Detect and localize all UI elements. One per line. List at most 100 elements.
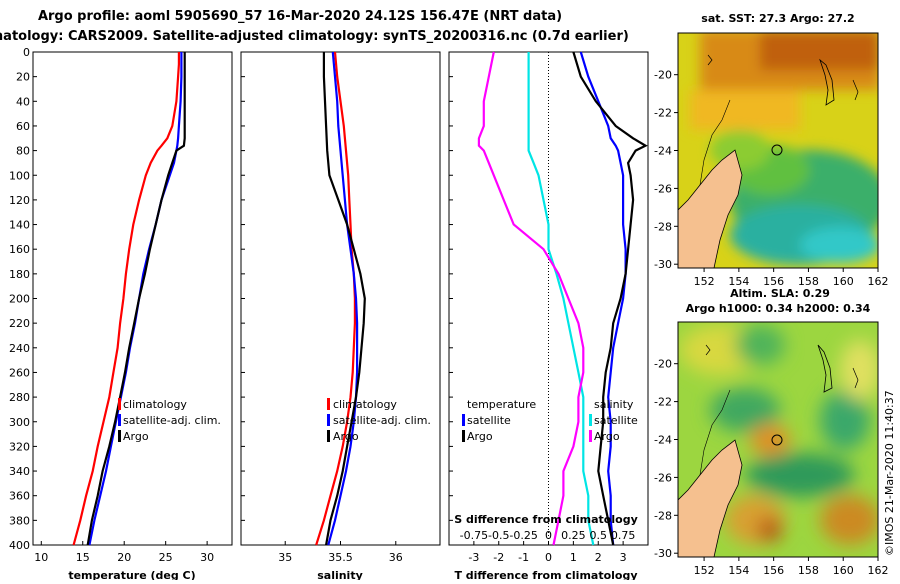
legend-swatch-s-argo: [589, 430, 592, 442]
float-position-marker: [771, 144, 783, 156]
salinity-x-ticks: 35 35.5 36: [278, 541, 403, 564]
legend-swatch-climatology: [118, 398, 121, 410]
sst-map: [678, 33, 878, 268]
depth-tick-label: 100: [9, 169, 30, 182]
temperature-axis-label: temperature (deg C): [68, 569, 195, 580]
x-tick-label: 3: [620, 551, 627, 564]
legend-swatch-t-satellite: [462, 414, 465, 426]
sla-map-y-ticks: -20 -22 -24 -26 -28 -30: [654, 358, 678, 560]
depth-axis: 0 20 40 60 80 100 120 140 160 180 200 220 240 260 280 3…: [9, 46, 453, 552]
lat-tick-label: -24: [654, 434, 672, 447]
series-line-temperature-satellite: [579, 51, 627, 546]
series-line-climatology: [315, 51, 356, 546]
salinity-axis-label: salinity: [317, 569, 363, 580]
legend-swatch-climatology: [327, 398, 330, 410]
s-tick-label: -0.75: [460, 529, 488, 542]
legend-t-satellite: satellite: [467, 414, 511, 427]
sla-map-subtitle: Argo h1000: 0.34 h2000: 0.34: [686, 302, 871, 315]
depth-tick-label: 20: [16, 71, 30, 84]
difference-legend: temperature satellite Argo salinity sate…: [462, 398, 638, 443]
legend-swatch-satellite: [327, 414, 330, 426]
temperature-panel-frame: [32, 51, 233, 546]
temperature-plot: [72, 52, 186, 546]
s-tick-label: 0.25: [561, 529, 586, 542]
x-tick-label: -1: [518, 551, 529, 564]
legend-s-argo: Argo: [594, 430, 620, 443]
difference-plot: [477, 51, 648, 546]
legend-s-satellite: satellite: [594, 414, 638, 427]
legend-argo: Argo: [333, 430, 359, 443]
depth-tick-label: 320: [9, 440, 30, 453]
depth-tick-label: 360: [9, 490, 30, 503]
lat-tick-label: -30: [654, 258, 672, 271]
depth-tick-label: 400: [9, 539, 30, 552]
x-tick-label: 35.5: [328, 551, 353, 564]
lat-tick-label: -28: [654, 509, 672, 522]
legend-satellite-adj: satellite-adj. clim.: [123, 414, 221, 427]
legend-climatology: climatology: [123, 398, 187, 411]
difference-axis-label: T difference from climatology: [454, 569, 637, 580]
depth-tick-label: 240: [9, 342, 30, 355]
depth-tick-label: 220: [9, 317, 30, 330]
x-tick-label: -2: [493, 551, 504, 564]
series-line-temperature-argo: [572, 51, 648, 546]
s-tick-label: 0.5: [590, 529, 608, 542]
lat-tick-label: -22: [654, 107, 672, 120]
depth-tick-label: 260: [9, 366, 30, 379]
sst-map-title: sat. SST: 27.3 Argo: 27.2: [701, 12, 854, 25]
difference-x-ticks: -3 -2 -1 0 1 2 3: [468, 541, 627, 564]
x-tick-label: 1: [570, 551, 577, 564]
series-line-climatology: [72, 52, 180, 546]
depth-tick-label: 340: [9, 465, 30, 478]
imos-credit: ©IMOS 21-Mar-2020 11:40:37: [883, 390, 896, 556]
series-line-argo: [86, 52, 186, 546]
x-tick-label: 35: [278, 551, 292, 564]
depth-tick-label: 160: [9, 243, 30, 256]
x-tick-label: 15: [76, 551, 90, 564]
depth-tick-label: 140: [9, 219, 30, 232]
depth-tick-label: 80: [16, 145, 30, 158]
legend-temperature-title: temperature: [467, 398, 536, 411]
lat-tick-label: -28: [654, 220, 672, 233]
lat-tick-label: -26: [654, 182, 672, 195]
temperature-legend: climatology satellite-adj. clim. Argo: [118, 398, 221, 443]
salinity-plot: [315, 51, 366, 546]
x-tick-label: 2: [595, 551, 602, 564]
s-tick-label: -0.5: [488, 529, 509, 542]
lon-tick-label: 154: [728, 564, 749, 577]
salinity-panel-frame: [240, 51, 441, 546]
s-tick-label: -0.25: [509, 529, 537, 542]
series-line-argo: [322, 52, 366, 546]
legend-climatology: climatology: [333, 398, 397, 411]
lon-tick-label: 160: [833, 275, 854, 288]
lon-tick-label: 162: [868, 564, 889, 577]
lon-tick-label: 162: [868, 275, 889, 288]
depth-tick-label: 180: [9, 268, 30, 281]
legend-swatch-t-argo: [462, 430, 465, 442]
depth-tick-label: 380: [9, 514, 30, 527]
salinity-legend: climatology satellite-adj. clim. Argo: [327, 398, 431, 443]
lon-tick-label: 158: [798, 275, 819, 288]
s-tick-label: 0.75: [611, 529, 636, 542]
sst-map-y-ticks: -20 -22 -24 -26 -28 -30: [654, 69, 678, 271]
lon-tick-label: 156: [763, 275, 784, 288]
lat-tick-label: -22: [654, 396, 672, 409]
s-difference-axis-title: S difference from climatology: [454, 513, 638, 526]
legend-swatch-argo: [118, 430, 121, 442]
sla-map-x-ticks: 152 154 156 158 160 162: [694, 557, 889, 577]
lon-tick-label: 158: [798, 564, 819, 577]
sla-map: [678, 322, 878, 557]
x-tick-label: 20: [117, 551, 131, 564]
figure-title-line2: Climatology: CARS2009. Satellite-adjuste…: [0, 29, 629, 44]
legend-swatch-satellite: [118, 414, 121, 426]
sst-map-x-ticks: 152 154 156 158 160 162: [694, 268, 889, 288]
x-tick-label: -3: [468, 551, 479, 564]
depth-tick-label: 120: [9, 194, 30, 207]
lat-tick-label: -24: [654, 145, 672, 158]
legend-satellite-adj: satellite-adj. clim.: [333, 414, 431, 427]
lon-tick-label: 152: [694, 275, 715, 288]
lon-tick-label: 154: [728, 275, 749, 288]
s-difference-ticks: -0.75 -0.5 -0.25 0 0.25 0.5 0.75: [460, 529, 636, 542]
temperature-x-ticks: 10 15 20 25 30: [34, 541, 214, 564]
legend-argo: Argo: [123, 430, 149, 443]
